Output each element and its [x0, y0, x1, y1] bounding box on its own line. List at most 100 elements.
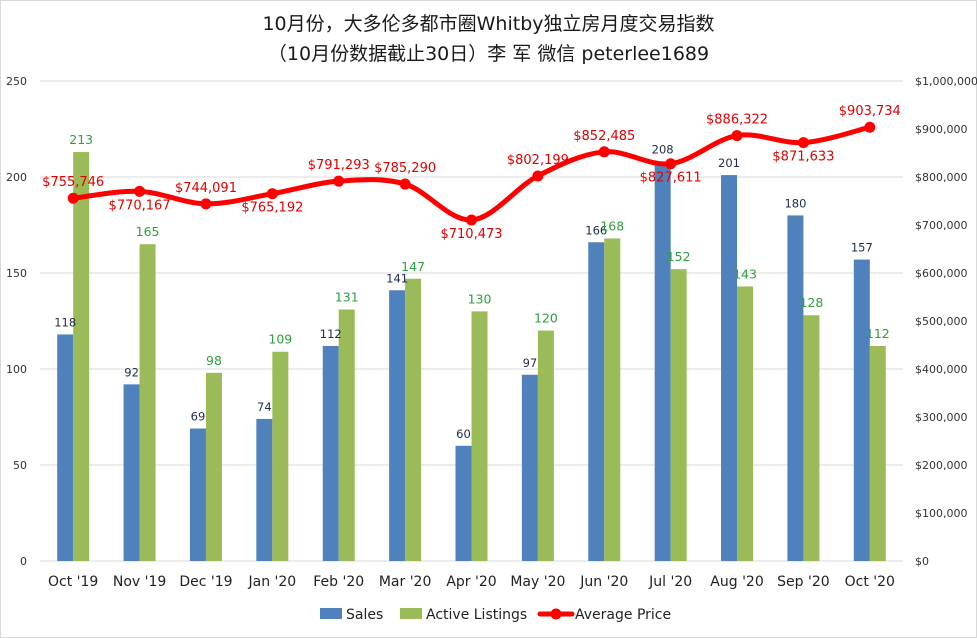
data-label-sales: 92	[124, 365, 139, 379]
x-tick-label: May '20	[510, 574, 565, 590]
data-label-sales: 201	[718, 156, 740, 170]
average-price-marker	[266, 188, 278, 200]
legend-label-active-listings: Active Listings	[426, 607, 527, 623]
bar-sales	[123, 384, 140, 561]
data-label-average-price: $770,167	[109, 198, 171, 213]
x-tick-label: Mar '20	[379, 574, 432, 590]
x-tick-label: Dec '19	[179, 574, 232, 590]
y-right-tick-label: $500,000	[915, 315, 968, 328]
y-right-tick-label: $700,000	[915, 219, 968, 232]
data-label-average-price: $765,192	[241, 201, 303, 216]
data-label-active-listings: 213	[69, 132, 93, 147]
y-left-tick-label: 250	[6, 75, 27, 88]
bar-sales	[322, 345, 339, 561]
data-label-sales: 112	[320, 327, 342, 341]
data-label-average-price: $755,746	[42, 175, 104, 190]
bar-sales	[654, 161, 671, 561]
chart-subtitle: （10月份数据截止30日）李 军 微信 peterlee1689	[267, 43, 710, 65]
data-label-average-price: $903,734	[839, 104, 901, 119]
bar-active-listings	[205, 372, 222, 561]
data-label-sales: 60	[456, 427, 471, 441]
average-price-line	[70, 124, 873, 223]
bar-sales	[256, 418, 273, 561]
y-right-tick-label: $900,000	[915, 123, 968, 136]
data-label-average-price: $827,611	[640, 171, 702, 186]
average-price-marker	[466, 214, 477, 226]
data-label-average-price: $710,473	[440, 227, 502, 242]
x-tick-label: Sep '20	[777, 574, 830, 590]
average-price-marker	[333, 175, 345, 187]
average-price-marker	[134, 185, 146, 197]
axis-ticks: 0 50 100 150 200 250 $0 $100,000 $200,000 $300,00…	[6, 75, 977, 590]
bar-active-listings	[537, 330, 554, 561]
data-label-average-price: $744,091	[175, 181, 237, 196]
bar-active-listings	[338, 309, 355, 561]
bar-sales	[455, 445, 472, 561]
bar-sales	[521, 374, 538, 561]
data-label-sales: 208	[652, 143, 674, 157]
legend: Sales Active Listings Average Price	[320, 607, 671, 623]
data-label-active-listings: 152	[667, 249, 691, 264]
data-label-average-price: $852,485	[573, 129, 635, 144]
legend-swatch-active-listings	[400, 608, 422, 619]
average-price-marker	[665, 158, 677, 170]
data-label-active-listings: 128	[799, 295, 823, 310]
x-tick-label: Oct '20	[845, 574, 895, 590]
data-label-active-listings: 143	[733, 266, 757, 281]
y-left-tick-label: 150	[6, 267, 27, 280]
bar-sales	[189, 428, 206, 561]
data-label-average-price: $791,293	[308, 158, 370, 173]
x-tick-label: Jul '20	[648, 574, 692, 590]
average-price-marker	[532, 170, 544, 182]
y-right-tick-label: $400,000	[915, 363, 968, 376]
bar-sales	[853, 259, 870, 561]
bar-active-listings	[73, 152, 90, 562]
y-right-tick-label: $1,000,000	[915, 75, 977, 88]
data-label-sales: 69	[191, 410, 206, 424]
bars	[57, 152, 886, 562]
x-tick-label: Jun '20	[579, 574, 628, 590]
y-right-tick-label: $600,000	[915, 267, 968, 280]
data-label-active-listings: 112	[866, 326, 890, 341]
y-right-tick-label: $800,000	[915, 171, 968, 184]
x-tick-label: Aug '20	[710, 574, 763, 590]
y-left-tick-label: 200	[6, 171, 27, 184]
data-label-active-listings: 168	[600, 218, 624, 233]
data-label-sales: 97	[523, 356, 538, 370]
y-left-tick-label: 0	[20, 555, 27, 568]
average-price-marker	[67, 192, 79, 204]
data-label-active-listings: 130	[468, 291, 492, 306]
x-tick-label: Feb '20	[313, 574, 364, 590]
bar-active-listings	[737, 286, 754, 561]
average-price-marker	[864, 121, 876, 133]
data-label-sales: 74	[257, 400, 272, 414]
data-label-sales: 141	[386, 271, 408, 285]
data-label-sales: 157	[851, 241, 873, 255]
bar-active-listings	[869, 345, 886, 561]
bar-active-listings	[272, 351, 289, 561]
data-label-average-price: $871,633	[772, 150, 834, 165]
bar-active-listings	[139, 244, 156, 561]
data-label-active-listings: 98	[206, 353, 222, 368]
y-right-tick-label: $100,000	[915, 507, 968, 520]
legend-swatch-sales	[320, 608, 342, 619]
bar-sales	[389, 290, 406, 561]
bar-active-listings	[405, 278, 422, 561]
average-price-marker	[731, 130, 743, 142]
bar-active-listings	[670, 269, 687, 561]
x-tick-label: Oct '19	[48, 574, 98, 590]
bar-active-listings	[471, 311, 488, 561]
legend-label-sales: Sales	[346, 607, 383, 623]
average-price-marker	[797, 137, 809, 149]
y-right-tick-label: $300,000	[915, 411, 968, 424]
average-price-marker	[200, 198, 212, 210]
bar-active-listings	[604, 238, 621, 561]
average-price-marker	[399, 178, 411, 190]
data-label-active-listings: 131	[335, 289, 359, 304]
legend-label-average-price: Average Price	[575, 607, 671, 623]
y-left-tick-label: 100	[6, 363, 27, 376]
x-tick-label: Jan '20	[247, 574, 296, 590]
bar-sales	[787, 215, 804, 561]
data-label-average-price: $802,199	[507, 153, 569, 168]
bar-active-listings	[803, 315, 820, 561]
